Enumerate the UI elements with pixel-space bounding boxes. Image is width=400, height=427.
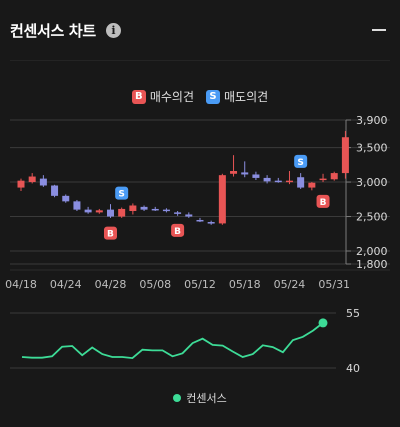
buy-marker-label: B xyxy=(107,230,114,240)
candle-body xyxy=(151,208,159,211)
x-tick-label: 05/18 xyxy=(229,278,261,291)
x-tick-label: 05/08 xyxy=(139,278,171,291)
candle-body xyxy=(129,205,137,212)
candle-body xyxy=(84,209,92,213)
x-tick-label: 05/12 xyxy=(184,278,216,291)
candle-body xyxy=(308,182,316,188)
candle-body xyxy=(207,222,215,224)
info-icon[interactable]: i xyxy=(105,22,121,38)
candle-body xyxy=(297,177,305,188)
chart-legend: B 매수의견 S 매도의견 xyxy=(0,88,400,105)
x-tick-label: 04/28 xyxy=(95,278,127,291)
candle-body xyxy=(218,175,226,224)
x-tick-label: 04/18 xyxy=(5,278,37,291)
candle-body xyxy=(17,180,25,188)
buy-marker-label: B xyxy=(174,227,181,237)
consensus-line-chart: 55 40 xyxy=(10,307,360,375)
legend-buy: B 매수의견 xyxy=(131,88,194,105)
sell-marker-label: S xyxy=(118,190,124,200)
x-tick-label: 04/24 xyxy=(50,278,82,291)
candle-body xyxy=(252,174,260,178)
legend-sell-label: 매도의견 xyxy=(224,90,269,104)
candle-body xyxy=(174,212,182,214)
candle-body xyxy=(106,209,114,217)
sell-badge-icon: S xyxy=(206,89,220,104)
consensus-legend: 컨센서스 xyxy=(0,390,400,406)
page-title: 컨센서스 차트 xyxy=(10,21,96,40)
sell-marker xyxy=(115,186,129,200)
buy-marker-label: B xyxy=(320,198,327,208)
candle-body xyxy=(230,171,238,174)
y-tick-label: 40 xyxy=(346,362,360,375)
y-tick-label: 1,800 xyxy=(356,258,388,271)
minus-icon[interactable] xyxy=(372,29,386,31)
y-tick-label: 55 xyxy=(346,307,360,320)
candle-body xyxy=(162,209,170,212)
legend-buy-label: 매수의견 xyxy=(149,90,194,104)
y-tick-label: 3,500 xyxy=(356,142,388,155)
x-tick-label: 05/24 xyxy=(274,278,306,291)
candle-body xyxy=(330,173,338,180)
y-tick-label: 2,000 xyxy=(356,245,388,258)
candle-body xyxy=(274,180,282,183)
candle-body xyxy=(28,176,36,183)
x-tick-label: 05/31 xyxy=(318,278,350,291)
consensus-dot-icon xyxy=(173,394,182,402)
candle-body xyxy=(51,185,59,196)
sell-marker xyxy=(294,154,308,168)
consensus-last-point xyxy=(318,318,328,328)
candle-body xyxy=(95,210,103,213)
consensus-legend-label: 컨센서스 xyxy=(186,392,227,405)
header: 컨센서스 차트 i xyxy=(10,18,121,42)
candle-body xyxy=(285,180,293,183)
divider xyxy=(10,60,390,61)
y-tick-label: 3,900 xyxy=(356,114,388,127)
buy-badge-icon: B xyxy=(131,89,146,104)
candle-body xyxy=(73,201,81,210)
consensus-series-line xyxy=(21,322,324,360)
buy-marker xyxy=(103,226,117,240)
candle-body xyxy=(140,206,148,210)
candle-body xyxy=(196,219,204,222)
legend-sell: S 매도의견 xyxy=(206,88,268,105)
candle-body xyxy=(62,195,70,202)
candle-body xyxy=(118,208,126,217)
buy-marker xyxy=(171,223,185,237)
candle-body xyxy=(39,178,47,186)
y-tick-label: 2,500 xyxy=(356,211,388,224)
candle-body xyxy=(263,177,271,182)
buy-marker xyxy=(316,194,330,208)
candle-body xyxy=(185,214,193,217)
candle-body xyxy=(241,172,249,175)
y-tick-label: 3,000 xyxy=(356,176,388,189)
sell-marker-label: S xyxy=(297,158,303,168)
candle-body xyxy=(319,178,327,181)
candle-body xyxy=(341,137,349,174)
